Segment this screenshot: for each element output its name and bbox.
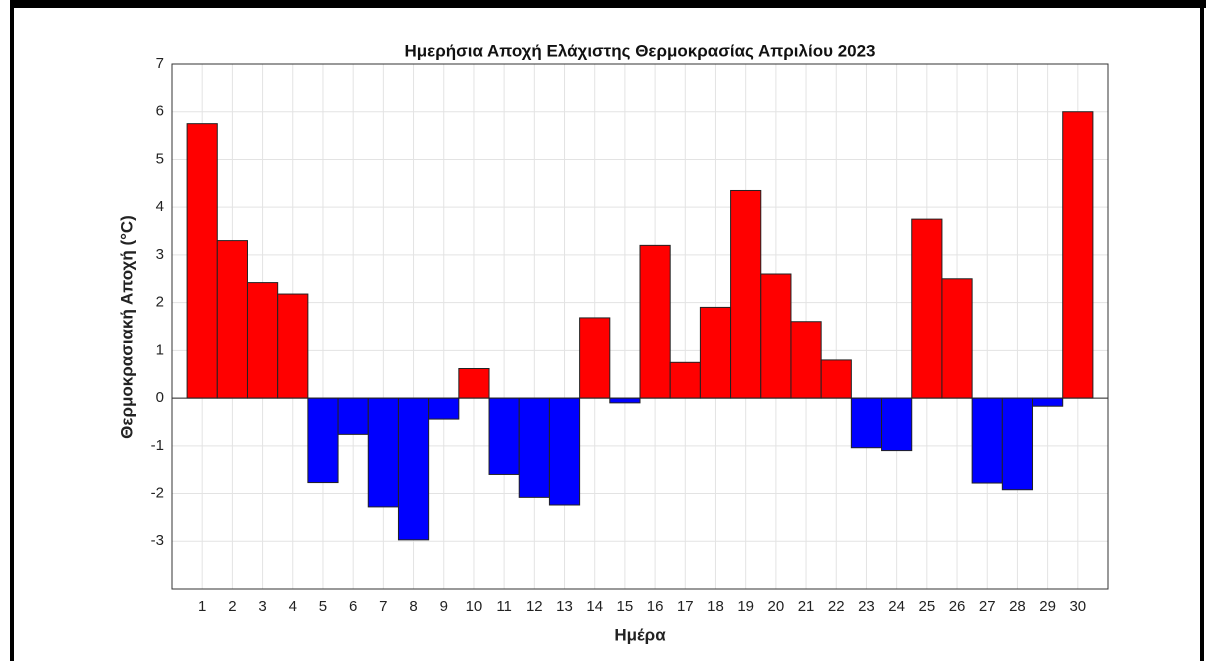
y-tick-label: -2 xyxy=(151,485,164,502)
bar xyxy=(367,397,399,508)
y-tick-label: 4 xyxy=(156,198,164,215)
y-tick-label: 2 xyxy=(156,294,164,311)
x-tick-label: 27 xyxy=(979,598,996,615)
y-tick-label: 5 xyxy=(156,150,164,167)
bar xyxy=(790,321,822,399)
x-tick-label: 10 xyxy=(466,598,483,615)
x-tick-label: 24 xyxy=(888,598,905,615)
x-tick-label: 22 xyxy=(828,598,845,615)
bar xyxy=(941,278,973,399)
x-tick-label: 7 xyxy=(379,598,387,615)
bar xyxy=(1062,111,1094,399)
x-tick-label: 8 xyxy=(409,598,417,615)
x-tick-label: 19 xyxy=(737,598,754,615)
bar xyxy=(730,189,762,399)
bar xyxy=(277,293,309,399)
y-axis-label: Θερμοκρασιακή Αποχή (°C) xyxy=(117,215,136,439)
x-tick-label: 17 xyxy=(677,598,694,615)
bar xyxy=(881,397,913,452)
y-tick-label: 3 xyxy=(156,246,164,263)
bar xyxy=(760,273,792,399)
bar xyxy=(609,397,641,404)
bar xyxy=(639,244,671,399)
x-tick-label: 29 xyxy=(1039,598,1056,615)
chart-title: Ημερήσια Αποχή Ελάχιστης Θερμοκρασίας Απ… xyxy=(404,41,875,60)
bar xyxy=(337,397,369,435)
y-tick-label: -1 xyxy=(151,437,164,454)
bar xyxy=(548,397,581,506)
x-tick-label: 16 xyxy=(647,598,664,615)
bar xyxy=(186,123,218,399)
x-tick-label: 21 xyxy=(798,598,815,615)
x-tick-label: 9 xyxy=(440,598,448,615)
x-tick-label: 2 xyxy=(228,598,236,615)
x-tick-label: 26 xyxy=(949,598,966,615)
x-tick-label: 12 xyxy=(526,598,543,615)
x-tick-label: 23 xyxy=(858,598,875,615)
x-tick-label: 14 xyxy=(586,598,603,615)
bar xyxy=(307,397,339,484)
bar xyxy=(1001,397,1034,491)
x-tick-label: 30 xyxy=(1069,598,1086,615)
x-tick-label: 3 xyxy=(258,598,266,615)
bar xyxy=(216,240,248,399)
frame-top xyxy=(10,0,1206,8)
x-tick-label: 6 xyxy=(349,598,357,615)
x-tick-label: 20 xyxy=(768,598,785,615)
bar xyxy=(820,359,852,399)
bar xyxy=(579,317,611,399)
x-tick-label: 18 xyxy=(707,598,724,615)
x-tick-label: 1 xyxy=(198,598,206,615)
bar xyxy=(397,397,430,541)
y-tick-label: 6 xyxy=(156,103,164,120)
bar xyxy=(488,397,520,475)
bar xyxy=(669,361,701,399)
bar xyxy=(458,368,490,399)
x-axis-label: Ημέρα xyxy=(614,625,666,644)
y-tick-label: 7 xyxy=(156,55,164,72)
bar xyxy=(911,218,943,399)
x-tick-label: 5 xyxy=(319,598,327,615)
bar xyxy=(246,282,279,399)
plot-border xyxy=(171,63,1109,590)
bar xyxy=(971,397,1003,484)
x-tick-label: 15 xyxy=(617,598,634,615)
x-tick-label: 4 xyxy=(289,598,297,615)
y-tick-label: -3 xyxy=(151,532,164,549)
y-tick-label: 1 xyxy=(156,341,164,358)
bar xyxy=(428,397,460,420)
y-tick-label: 0 xyxy=(156,389,164,406)
bar xyxy=(1032,397,1064,407)
x-tick-label: 13 xyxy=(556,598,573,615)
bar xyxy=(699,306,732,399)
x-tick-label: 11 xyxy=(496,598,512,615)
x-tick-label: 25 xyxy=(918,598,935,615)
bar xyxy=(850,397,883,449)
x-tick-label: 28 xyxy=(1009,598,1026,615)
bar xyxy=(518,397,550,498)
